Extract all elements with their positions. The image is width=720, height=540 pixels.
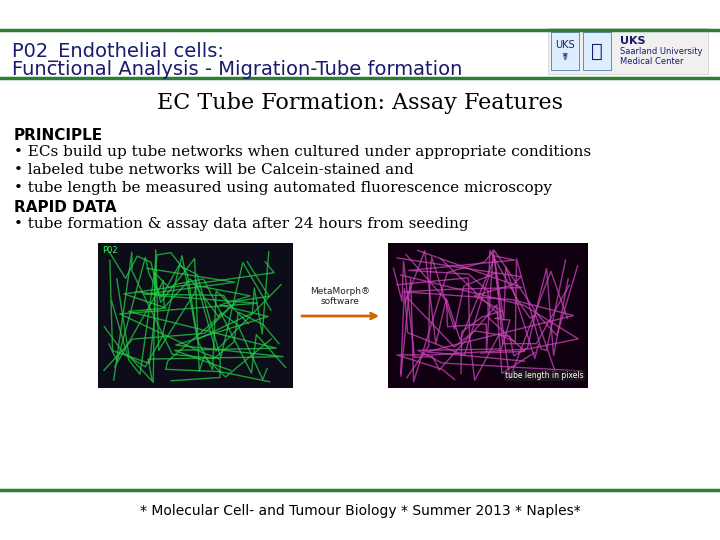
Text: 🏛: 🏛 <box>591 42 603 60</box>
FancyBboxPatch shape <box>551 32 579 70</box>
Text: MetaMorph®
software: MetaMorph® software <box>310 287 370 306</box>
FancyBboxPatch shape <box>583 32 611 70</box>
Text: P02: P02 <box>102 246 117 255</box>
Text: P02_Endothelial cells:: P02_Endothelial cells: <box>12 42 224 62</box>
FancyBboxPatch shape <box>548 28 708 74</box>
Text: • labeled tube networks will be Calcein-stained and: • labeled tube networks will be Calcein-… <box>14 163 414 177</box>
Text: PRINCIPLE: PRINCIPLE <box>14 128 103 143</box>
Text: Functional Analysis - Migration-Tube formation: Functional Analysis - Migration-Tube for… <box>12 60 462 79</box>
Text: • tube length be measured using automated fluorescence microscopy: • tube length be measured using automate… <box>14 181 552 195</box>
Text: UKS
☤: UKS ☤ <box>555 40 575 62</box>
Text: EC Tube Formation: Assay Features: EC Tube Formation: Assay Features <box>157 92 563 114</box>
FancyBboxPatch shape <box>388 243 588 388</box>
FancyBboxPatch shape <box>98 243 293 388</box>
Text: * Molecular Cell- and Tumour Biology * Summer 2013 * Naples*: * Molecular Cell- and Tumour Biology * S… <box>140 504 580 518</box>
Text: • tube formation & assay data after 24 hours from seeding: • tube formation & assay data after 24 h… <box>14 217 469 231</box>
Text: tube length in pixels: tube length in pixels <box>505 371 584 380</box>
Text: UKS: UKS <box>620 36 646 46</box>
Text: RAPID DATA: RAPID DATA <box>14 200 117 215</box>
Text: Saarland University: Saarland University <box>620 47 703 56</box>
Text: Medical Center: Medical Center <box>620 57 683 66</box>
Text: • ECs build up tube networks when cultured under appropriate conditions: • ECs build up tube networks when cultur… <box>14 145 591 159</box>
